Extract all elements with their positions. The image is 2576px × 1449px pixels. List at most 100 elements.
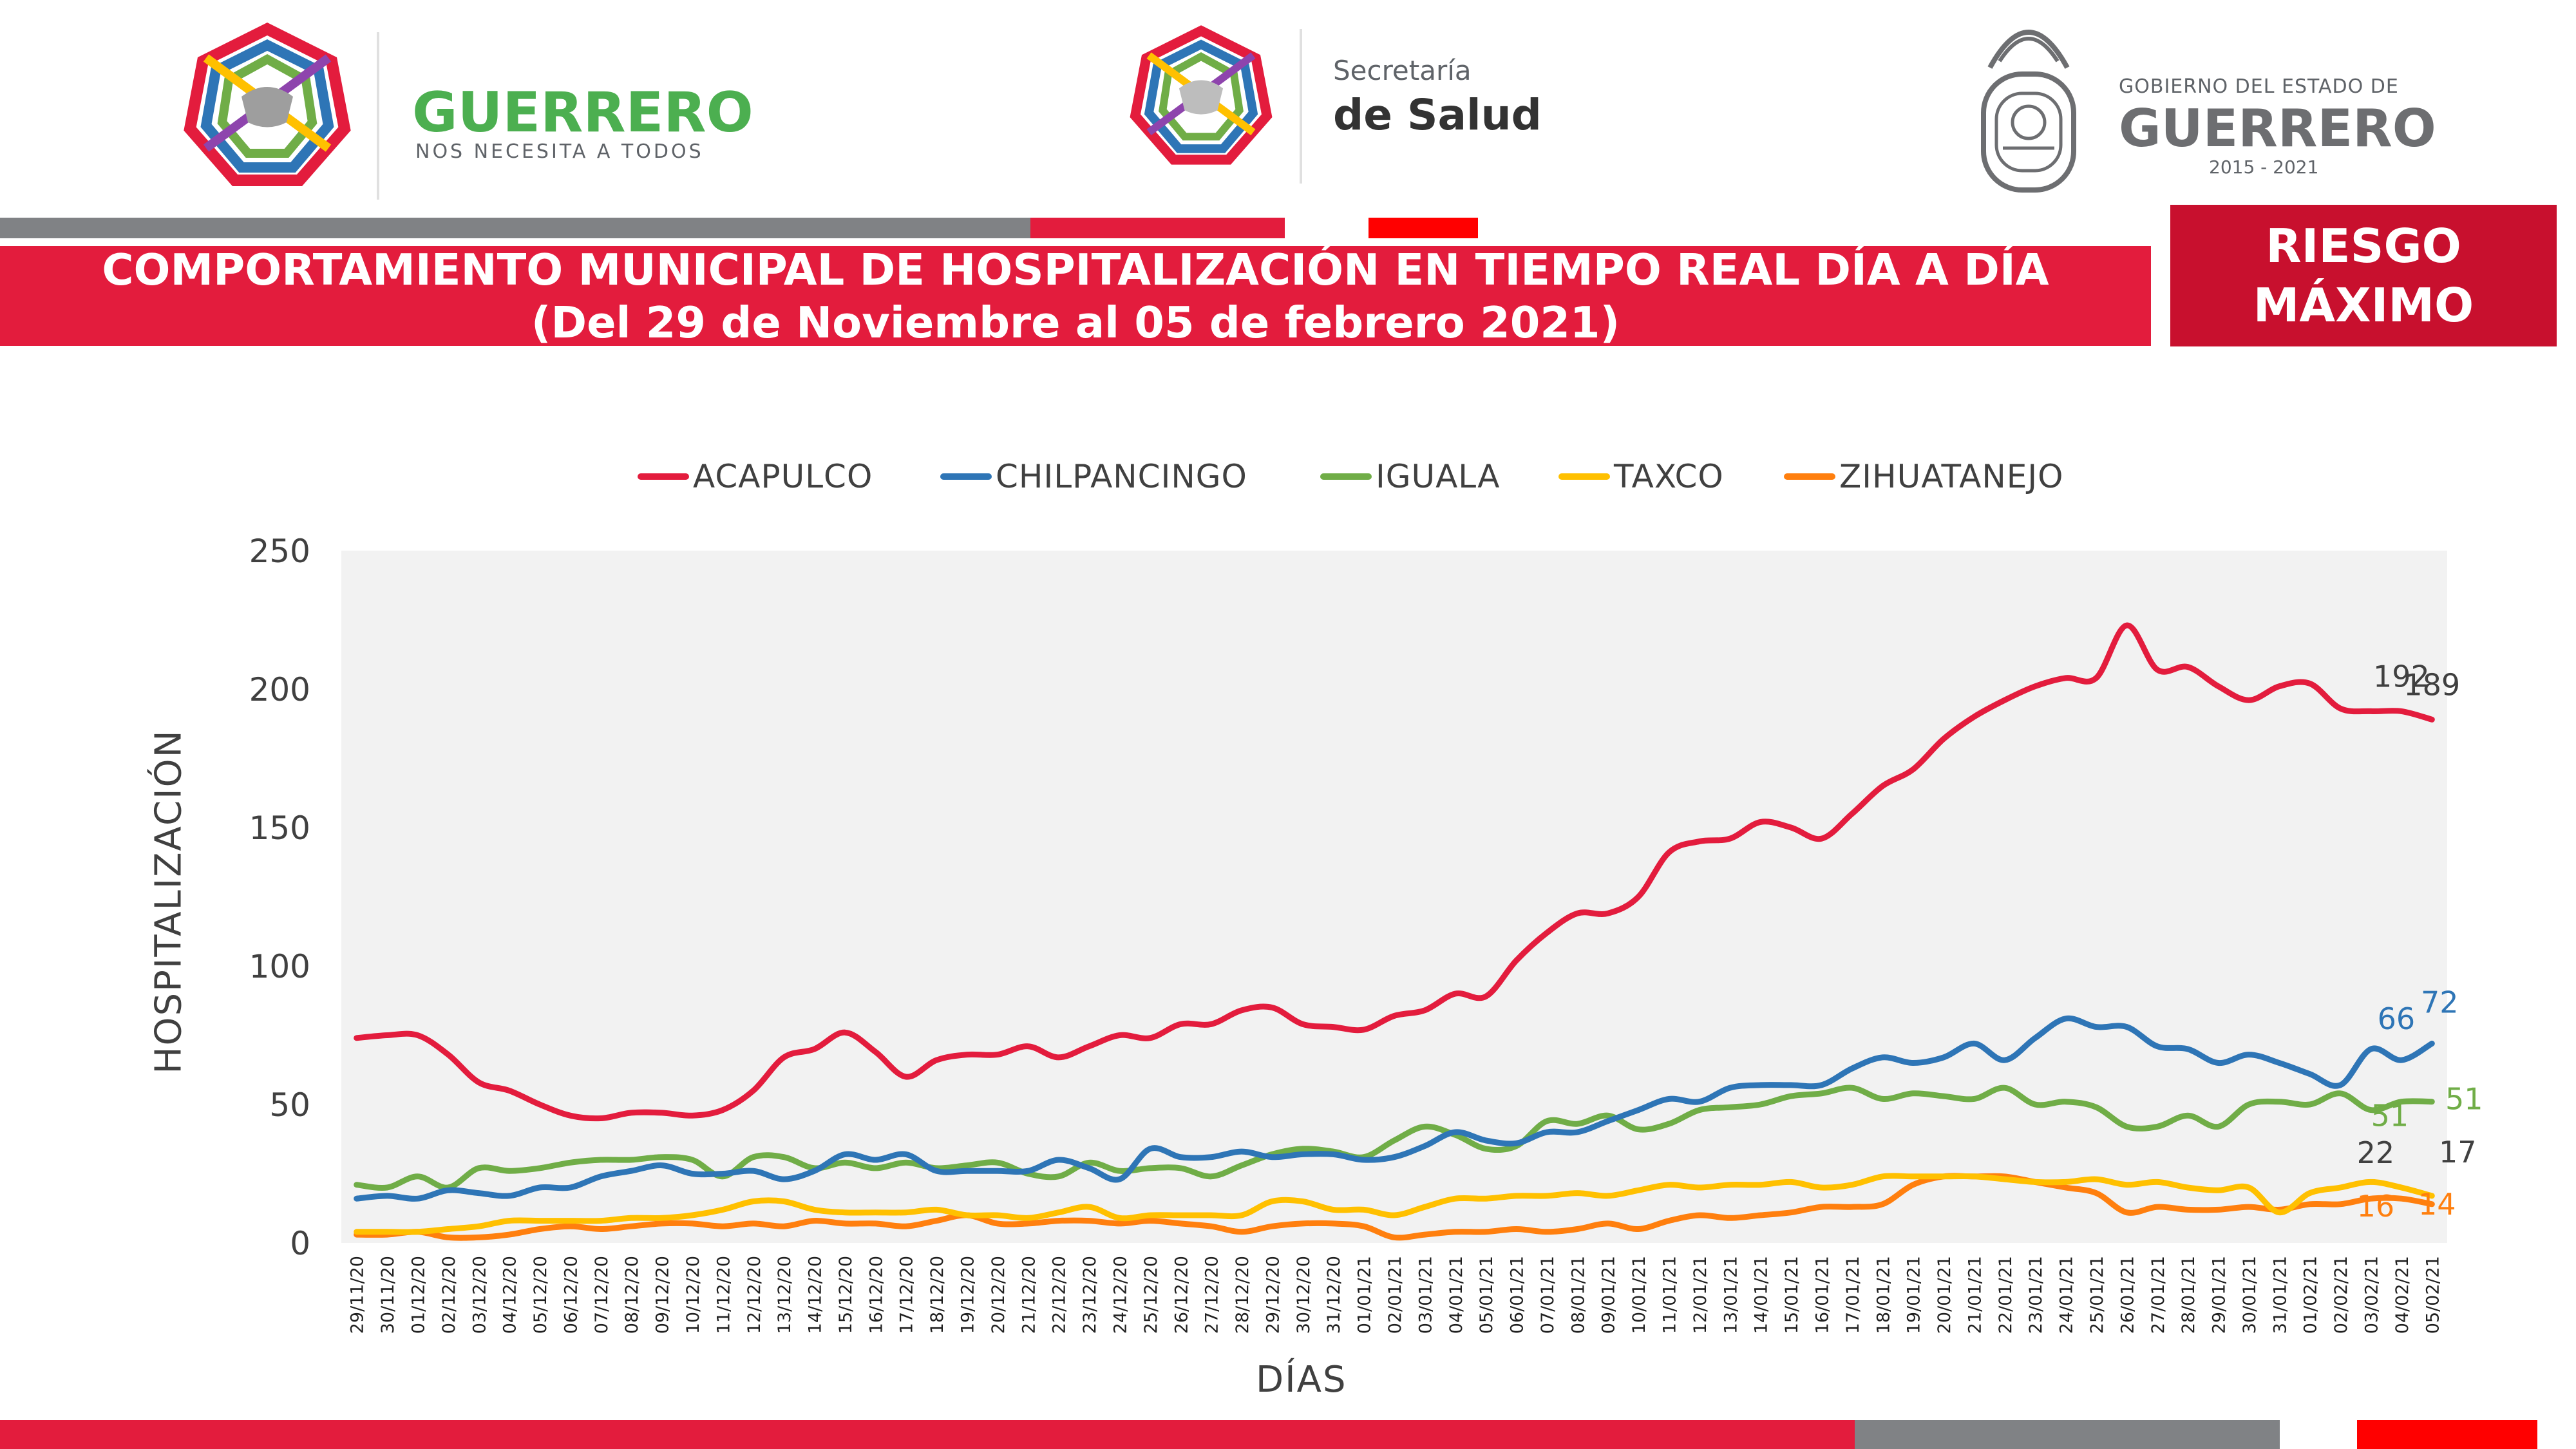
x-tick-label: 23/01/21 <box>2026 1256 2046 1334</box>
x-tick-label: 10/01/21 <box>1629 1256 1649 1334</box>
x-tick-label: 10/12/20 <box>683 1256 703 1334</box>
risk-level-badge: RIESGO MÁXIMO <box>2170 205 2557 346</box>
title-banner <box>0 246 2151 346</box>
x-tick-label: 25/12/20 <box>1141 1256 1161 1334</box>
y-tick-label: 100 <box>249 948 310 985</box>
y-tick-label: 200 <box>249 671 310 708</box>
series-line-chilpancingo <box>354 1015 2435 1202</box>
gobierno-line3: 2015 - 2021 <box>2209 156 2319 178</box>
x-tick-label: 31/12/20 <box>1324 1256 1344 1334</box>
x-tick-label: 12/01/21 <box>1690 1256 1710 1334</box>
x-tick-label: 21/01/21 <box>1965 1256 1985 1334</box>
x-tick-label: 30/11/20 <box>378 1256 398 1334</box>
x-tick-label: 26/01/21 <box>2117 1256 2137 1334</box>
x-tick-label: 25/01/21 <box>2087 1256 2107 1334</box>
top-red-bar-2 <box>1368 218 1478 238</box>
x-tick-label: 14/01/21 <box>1752 1256 1772 1334</box>
x-tick-label: 06/01/21 <box>1508 1256 1528 1334</box>
legend-label-acapulco: ACAPULCO <box>693 458 873 495</box>
x-tick-label: 04/01/21 <box>1446 1256 1466 1334</box>
guerrero-logo: GUERRERO NOS NECESITA A TODOS <box>180 19 753 213</box>
x-tick-label: 29/01/21 <box>2210 1256 2230 1334</box>
x-tick-label: 28/12/20 <box>1233 1256 1253 1334</box>
x-tick-label: 29/12/20 <box>1263 1256 1283 1334</box>
x-tick-label: 27/12/20 <box>1202 1256 1222 1334</box>
x-tick-label: 24/01/21 <box>2057 1256 2077 1334</box>
legend-acapulco: ACAPULCO <box>638 454 873 499</box>
x-tick-label: 24/12/20 <box>1110 1256 1130 1334</box>
data-label-chilpancingo: 72 <box>2421 985 2459 1019</box>
legend-taxco: TAXCO <box>1558 454 1724 499</box>
x-tick-label: 01/12/20 <box>408 1256 428 1334</box>
banner-title: COMPORTAMIENTO MUNICIPAL DE HOSPITALIZAC… <box>102 245 2049 295</box>
x-tick-label: 09/12/20 <box>653 1256 673 1334</box>
y-axis-title: HOSPITALIZACIÓN <box>147 729 190 1074</box>
x-tick-label: 19/12/20 <box>958 1256 978 1334</box>
legend-label-taxco: TAXCO <box>1614 458 1724 495</box>
x-tick-label: 05/01/21 <box>1477 1256 1497 1334</box>
x-tick-label: 22/12/20 <box>1050 1256 1070 1334</box>
x-tick-label: 23/12/20 <box>1080 1256 1100 1334</box>
salud-logo-line2: de Salud <box>1333 90 1542 140</box>
x-tick-label: 08/01/21 <box>1568 1256 1588 1334</box>
x-tick-label: 29/11/20 <box>348 1256 368 1334</box>
gobierno-line1: GOBIERNO DEL ESTADO DE <box>2119 75 2399 98</box>
x-tick-label: 02/12/20 <box>439 1256 459 1334</box>
x-tick-label: 16/01/21 <box>1812 1256 1832 1334</box>
x-tick-label: 05/02/21 <box>2423 1256 2443 1334</box>
x-tick-label: 18/12/20 <box>927 1256 947 1334</box>
risk-line1: RIESGO <box>2266 219 2461 273</box>
x-tick-label: 14/12/20 <box>806 1256 826 1334</box>
x-tick-label: 03/12/20 <box>469 1256 489 1334</box>
x-tick-label: 07/12/20 <box>592 1256 612 1334</box>
data-label-taxco: 17 <box>2439 1135 2477 1170</box>
data-label-iguala: 51 <box>2371 1099 2409 1133</box>
x-tick-label: 17/01/21 <box>1843 1256 1863 1334</box>
x-tick-label: 02/02/21 <box>2331 1256 2351 1334</box>
guerrero-logo-title: GUERRERO <box>412 80 753 145</box>
data-label-zihuatanejo: 14 <box>2418 1187 2456 1222</box>
data-label-acapulco: 192 <box>2373 659 2430 694</box>
series-line-iguala <box>354 1084 2435 1191</box>
legend-swatch-chilpancingo <box>940 473 992 480</box>
x-tick-label: 02/01/21 <box>1385 1256 1405 1334</box>
gobierno-line2: GUERRERO <box>2119 99 2436 158</box>
x-tick-label: 03/02/21 <box>2362 1256 2382 1334</box>
x-tick-label: 22/01/21 <box>1996 1256 2016 1334</box>
secretaria-salud-logo: Secretaría de Salud <box>1127 23 1546 184</box>
x-tick-label: 18/01/21 <box>1873 1256 1893 1334</box>
x-tick-label: 28/01/21 <box>2179 1256 2199 1334</box>
x-tick-label: 11/01/21 <box>1660 1256 1680 1334</box>
state-seal-icon <box>1981 30 2076 193</box>
series-line-zihuatanejo <box>354 1173 2435 1241</box>
x-tick-label: 06/12/20 <box>561 1256 581 1334</box>
bottom-gray-bar <box>1855 1420 2280 1449</box>
y-tick-label: 150 <box>249 810 310 847</box>
x-tick-label: 19/01/21 <box>1904 1256 1924 1334</box>
y-tick-label: 250 <box>249 533 310 570</box>
x-tick-label: 20/01/21 <box>1935 1256 1955 1334</box>
legend-chilpancingo: CHILPANCINGO <box>940 454 1247 499</box>
x-tick-label: 09/01/21 <box>1599 1256 1619 1334</box>
y-tick-label: 50 <box>269 1086 310 1124</box>
x-tick-label: 20/12/20 <box>989 1256 1009 1334</box>
x-tick-label: 15/01/21 <box>1782 1256 1802 1334</box>
x-tick-label: 08/12/20 <box>622 1256 642 1334</box>
x-tick-label: 16/12/20 <box>866 1256 886 1334</box>
x-tick-label: 13/12/20 <box>775 1256 795 1334</box>
x-tick-label: 30/01/21 <box>2240 1256 2260 1334</box>
top-red-bar-1 <box>1030 218 1285 238</box>
data-label-zihuatanejo: 16 <box>2357 1189 2395 1224</box>
legend-swatch-zihuatanejo <box>1784 473 1835 480</box>
salud-logo-line1: Secretaría <box>1333 55 1472 86</box>
x-tick-label: 21/12/20 <box>1019 1256 1039 1334</box>
x-tick-label: 27/01/21 <box>2148 1256 2168 1334</box>
data-label-iguala: 51 <box>2445 1082 2483 1117</box>
banner-subtitle: (Del 29 de Noviembre al 05 de febrero 20… <box>531 298 1620 348</box>
guerrero-emblem-icon <box>184 22 351 186</box>
x-tick-label: 01/01/21 <box>1355 1256 1375 1334</box>
data-label-taxco: 22 <box>2357 1135 2395 1170</box>
plot-area <box>341 551 2447 1243</box>
salud-emblem-icon <box>1130 25 1273 165</box>
